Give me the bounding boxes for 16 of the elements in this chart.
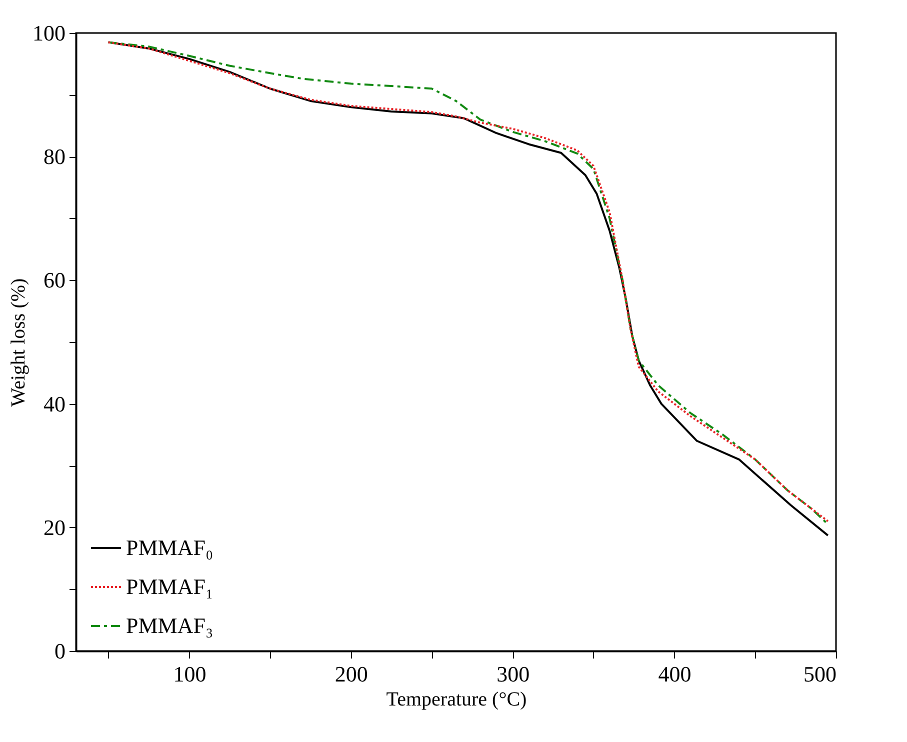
x-tick-label: 300 [496,662,530,686]
x-tick-label: 400 [658,662,692,686]
x-tick-label: 100 [173,662,206,686]
y-axis-title: Weight loss (%) [8,278,30,407]
x-tick-label: 500 [804,662,836,686]
y-tick-label: 60 [44,268,66,293]
y-tick-label: 100 [32,20,66,46]
y-tick-label: 20 [44,514,66,540]
y-tick-label: 0 [54,638,66,664]
legend-label: PMMAF₁ [126,574,214,599]
y-tick-label: 80 [44,144,66,170]
legend-label: PMMAF₀ [126,535,214,560]
x-tick-label: 200 [334,662,368,686]
x-axis-title: Temperature (°C) [386,688,527,710]
legend-label: PMMAF₃ [126,613,214,638]
y-tick-label: 40 [44,391,66,416]
